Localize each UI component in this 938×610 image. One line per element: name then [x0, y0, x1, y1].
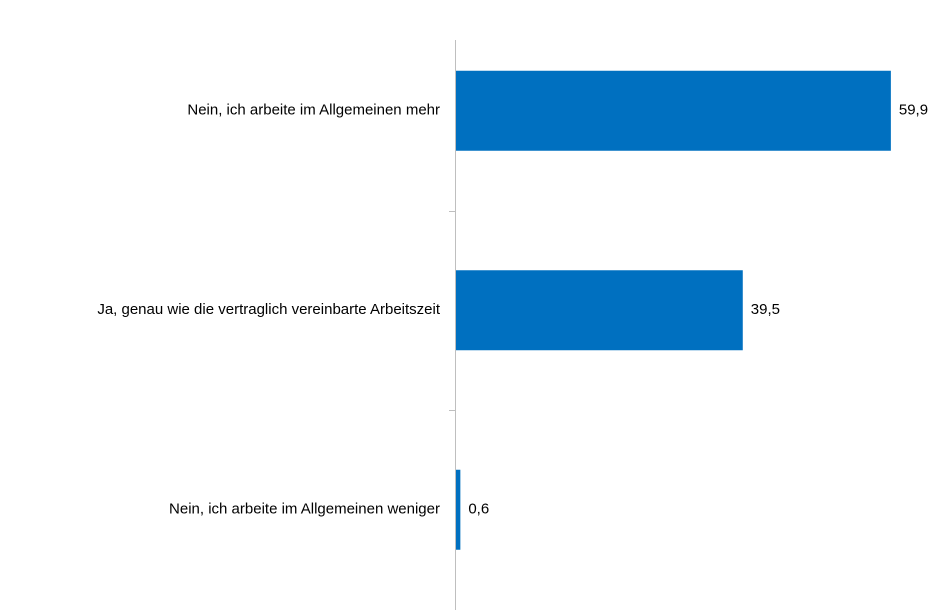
value-label: 59,9 [899, 102, 928, 119]
bar [456, 270, 743, 351]
value-label: 0,6 [468, 501, 489, 518]
category-label: Nein, ich arbeite im Allgemeinen mehr [187, 102, 440, 119]
bar [456, 70, 891, 151]
category-label: Ja, genau wie die vertraglich vereinbart… [97, 301, 441, 318]
value-label: 39,5 [751, 301, 780, 318]
category-label: Nein, ich arbeite im Allgemeinen weniger [169, 501, 440, 518]
bar [456, 469, 461, 550]
